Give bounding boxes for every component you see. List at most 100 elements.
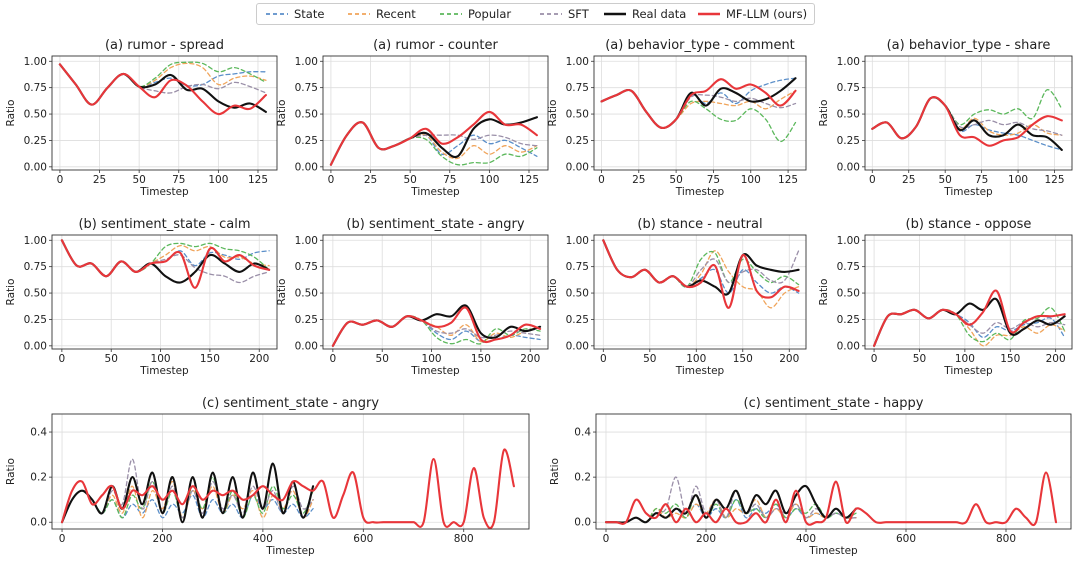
series-line-popular <box>59 61 267 106</box>
series-line-sft <box>873 309 1066 347</box>
y-tick-label: 1.00 <box>566 235 589 247</box>
legend-label: State <box>294 7 325 21</box>
x-tick-label: 100 <box>208 174 228 186</box>
x-tick-label: 50 <box>643 353 656 365</box>
y-tick-label: 0.00 <box>566 161 589 173</box>
subplot-title: (a) rumor - counter <box>373 38 498 53</box>
series-line-mf-llm-ours <box>602 239 800 309</box>
y-tick-label: 0.50 <box>566 109 589 121</box>
legend-item-sft: SFT <box>539 4 589 24</box>
x-tick-label: 25 <box>364 174 377 186</box>
x-tick-label: 50 <box>913 353 926 365</box>
x-tick-label: 800 <box>454 533 474 545</box>
y-tick-label: 0.50 <box>24 288 47 300</box>
x-tick-label: 125 <box>778 174 798 186</box>
series-group <box>871 89 1063 151</box>
y-tick-label: 0.2 <box>30 472 47 484</box>
subplot-2: (a) rumor - counter 0 25 50 75 100 125 0.00 0.25… <box>276 38 549 198</box>
x-tick-label: 600 <box>353 533 373 545</box>
y-tick-label: 0.25 <box>566 135 589 147</box>
y-tick-label: 1.00 <box>24 235 47 247</box>
y-tick-label: 0.25 <box>566 314 589 326</box>
y-tick-label: 0.00 <box>295 340 318 352</box>
y-tick-label: 0.00 <box>24 161 47 173</box>
y-tick-label: 0.50 <box>837 288 860 300</box>
x-tick-label: 0 <box>330 353 337 365</box>
subplot-10: (c) sentiment_state - happy 0 200 400 600 800… <box>549 396 1072 557</box>
x-tick-label: 25 <box>902 174 915 186</box>
y-tick-label: 0.75 <box>24 261 47 273</box>
plot-frame <box>322 234 549 350</box>
y-tick-label: 0.50 <box>566 288 589 300</box>
legend-swatch-sft <box>540 13 562 15</box>
series-group <box>60 448 515 529</box>
y-tick-label: 0.75 <box>837 82 860 94</box>
legend-label: MF-LLM (ours) <box>726 7 808 21</box>
y-tick-label: 0.50 <box>295 288 318 300</box>
y-tick-label: 0.75 <box>566 261 589 273</box>
y-tick-label: 0.75 <box>295 82 318 94</box>
series-line-recent <box>600 89 797 129</box>
series-line-mf-llm-ours <box>604 471 1058 527</box>
y-tick-label: 1.00 <box>837 235 860 247</box>
x-tick-label: 75 <box>707 174 720 186</box>
x-axis-label: Timestep <box>139 186 189 198</box>
plot-frame <box>51 234 278 350</box>
series-group <box>58 61 267 116</box>
x-axis-label: Timestep <box>943 186 993 198</box>
plot-frame <box>322 55 549 171</box>
series-group <box>602 239 800 309</box>
x-tick-label: 0 <box>603 533 610 545</box>
x-tick-label: 200 <box>696 533 716 545</box>
series-group <box>331 304 542 347</box>
legend-item-mf-llm: MF-LLM (ours) <box>697 4 807 24</box>
legend: State Recent Popular SFT Real data MF-LL… <box>256 3 815 25</box>
plot-frame <box>51 413 530 530</box>
x-tick-label: 100 <box>422 353 442 365</box>
legend-label: SFT <box>568 7 589 21</box>
x-tick-label: 0 <box>57 174 64 186</box>
x-tick-label: 0 <box>328 174 335 186</box>
subplot-5: (b) sentiment_state - calm 0 50 100 150 200 0.… <box>5 217 278 377</box>
x-tick-label: 100 <box>741 174 761 186</box>
y-axis-label: Ratio <box>818 279 830 306</box>
y-axis-label: Ratio <box>276 279 288 306</box>
x-axis-label: Timestep <box>410 365 460 377</box>
x-tick-label: 75 <box>172 174 185 186</box>
x-tick-label: 0 <box>869 174 876 186</box>
y-tick-label: 0.00 <box>837 340 860 352</box>
x-tick-label: 50 <box>105 353 118 365</box>
series-line-recent <box>871 96 1063 139</box>
legend-swatch-recent <box>348 13 370 15</box>
plot-frame <box>593 234 807 350</box>
series-group <box>873 289 1066 347</box>
series-line-mf-llm-ours <box>600 78 797 130</box>
subplot-title: (b) stance - oppose <box>906 217 1032 232</box>
y-tick-label: 0.0 <box>574 517 591 529</box>
series-line-real-data <box>602 239 800 296</box>
legend-item-state: State <box>265 4 324 24</box>
series-line-mf-llm-ours <box>58 63 267 116</box>
y-tick-label: 1.00 <box>295 56 318 68</box>
x-axis-label: Timestep <box>943 365 993 377</box>
x-axis-label: Timestep <box>675 186 725 198</box>
x-tick-label: 100 <box>955 353 975 365</box>
subplot-title: (b) stance - neutral <box>637 217 762 232</box>
y-tick-label: 0.50 <box>837 109 860 121</box>
series-line-real-data <box>604 484 858 524</box>
series-line-popular <box>600 89 797 143</box>
y-tick-label: 1.00 <box>837 56 860 68</box>
x-tick-label: 50 <box>376 353 389 365</box>
x-tick-label: 25 <box>632 174 645 186</box>
subplot-title: (c) sentiment_state - angry <box>202 396 379 411</box>
y-tick-label: 0.4 <box>30 427 47 439</box>
subplot-title: (a) behavior_type - share <box>887 38 1051 53</box>
series-group <box>600 77 797 143</box>
legend-label: Real data <box>632 7 687 21</box>
x-axis-label: Timestep <box>265 545 315 557</box>
x-tick-label: 400 <box>796 533 816 545</box>
series-group <box>60 239 271 289</box>
x-tick-label: 150 <box>733 353 753 365</box>
y-tick-label: 1.00 <box>24 56 47 68</box>
subplot-title: (a) rumor - spread <box>105 38 224 53</box>
